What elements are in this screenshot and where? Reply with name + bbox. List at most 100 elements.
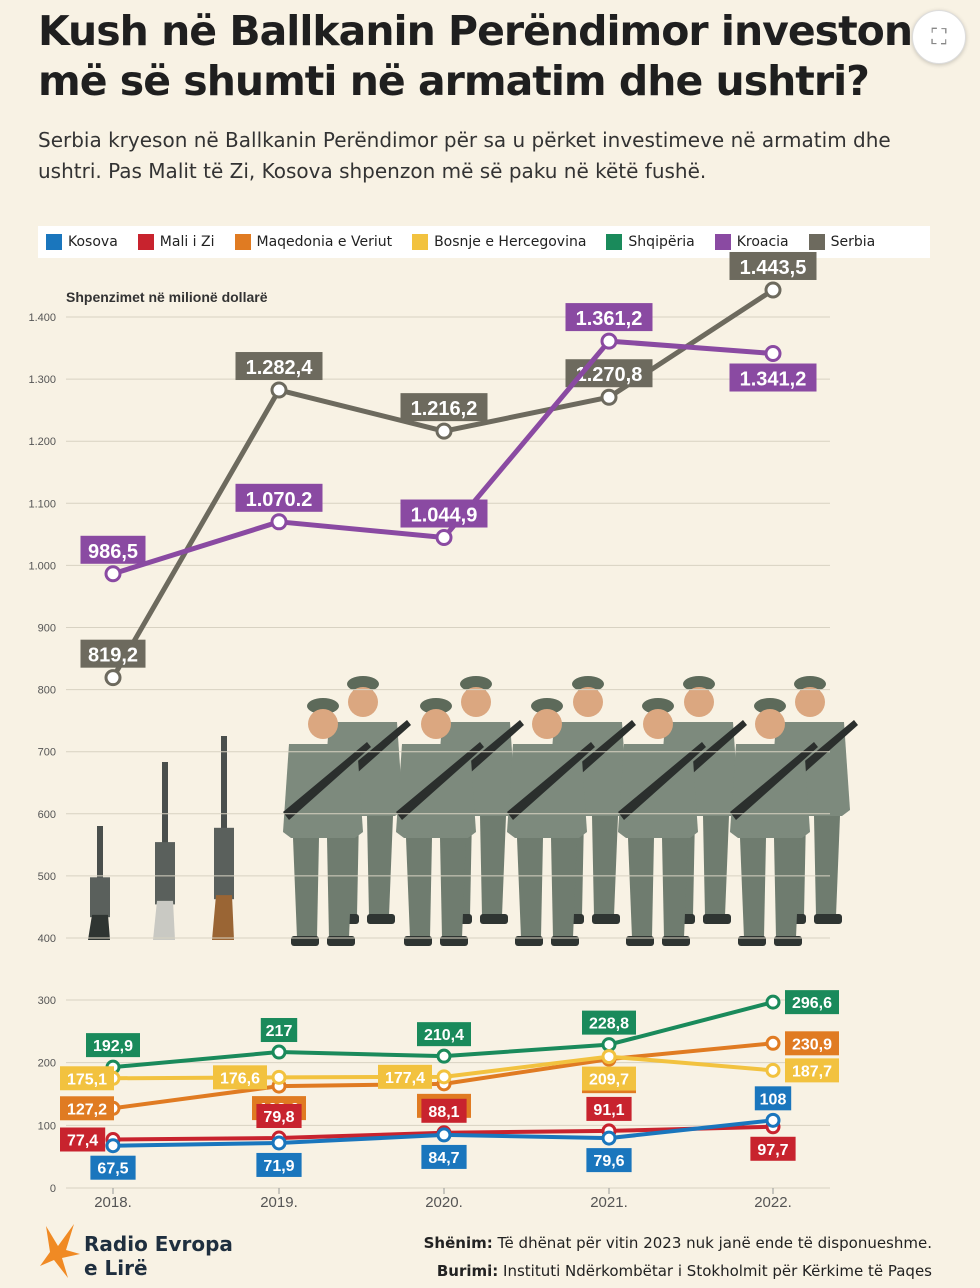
expand-button[interactable]: ⛶ bbox=[912, 10, 966, 64]
data-point-serbia bbox=[600, 388, 618, 406]
soldier-head bbox=[348, 687, 378, 717]
note-text: Të dhënat për vitin 2023 nuk janë ende t… bbox=[497, 1234, 933, 1252]
data-label-bg bbox=[80, 535, 146, 564]
data-point-shqipria bbox=[271, 1044, 287, 1060]
data-label-bg bbox=[213, 1065, 267, 1090]
legend-swatch bbox=[714, 234, 731, 250]
soldier-leg bbox=[293, 838, 319, 938]
data-label: 176,6 bbox=[220, 1070, 260, 1087]
legend-item-bosnje: Bosnje e Hercegovina bbox=[412, 234, 586, 250]
soldier-rifle bbox=[396, 742, 484, 820]
soldier-helmet bbox=[794, 676, 826, 692]
soldier-leg bbox=[592, 816, 618, 916]
soldier-helmet bbox=[572, 676, 604, 692]
expand-icon: ⛶ bbox=[931, 24, 947, 49]
soldier-head bbox=[461, 687, 491, 717]
data-label: 84,7 bbox=[428, 1150, 459, 1167]
data-label: 1.216,2 bbox=[411, 398, 478, 420]
data-label: 819,2 bbox=[88, 645, 138, 667]
soldier-helmet bbox=[307, 698, 339, 714]
rifle-stock bbox=[212, 895, 234, 940]
y-tick-label: 0 bbox=[50, 1183, 56, 1195]
y-tick-label: 1.000 bbox=[28, 560, 56, 572]
legend: Kosova Mali i Zi Maqedonia e Veriut Bosn… bbox=[38, 226, 930, 258]
soldier-rifle bbox=[507, 742, 595, 820]
data-label-bg bbox=[417, 1022, 471, 1047]
soldier-boot bbox=[814, 914, 842, 924]
data-label: 79,6 bbox=[593, 1153, 624, 1170]
legend-swatch bbox=[137, 234, 154, 250]
data-label: 1.070.2 bbox=[246, 489, 313, 511]
soldier-head bbox=[755, 709, 785, 739]
brand-line-1: Radio Evropa bbox=[84, 1232, 233, 1256]
soldier-leg bbox=[662, 838, 688, 938]
data-label-bg bbox=[421, 1144, 467, 1169]
soldier-helmet bbox=[683, 676, 715, 692]
legend-swatch bbox=[46, 234, 62, 250]
legend-swatch bbox=[234, 234, 251, 250]
note: Shënim: Të dhënat për vitin 2023 nuk jan… bbox=[424, 1234, 932, 1252]
data-label: 230,9 bbox=[792, 1036, 832, 1053]
source-label: Burimi: bbox=[436, 1262, 499, 1280]
legend-label: Maqedonia e Veriut bbox=[256, 234, 393, 250]
legend-label: Bosnje e Hercegovina bbox=[434, 234, 587, 250]
soldier-helmet bbox=[420, 698, 452, 714]
source: Burimi: Instituti Ndërkombëtar i Stokhol… bbox=[437, 1262, 932, 1280]
data-label-bg bbox=[60, 1096, 114, 1121]
soldier-rifle bbox=[283, 742, 371, 820]
data-label-bg bbox=[586, 1096, 632, 1121]
soldier-leg bbox=[814, 816, 840, 916]
soldier-boot bbox=[703, 914, 731, 924]
soldier-leg bbox=[367, 816, 393, 916]
data-label-bg bbox=[60, 1127, 106, 1152]
y-tick-label: 200 bbox=[38, 1058, 56, 1070]
data-label: 1.270,8 bbox=[576, 364, 643, 386]
rifle-figure bbox=[153, 762, 175, 940]
data-label-bg bbox=[86, 1033, 140, 1058]
data-label-bg bbox=[582, 1066, 636, 1091]
data-label-bg bbox=[729, 251, 817, 280]
soldier-helmet bbox=[460, 676, 492, 692]
soldiers-illustration bbox=[88, 676, 858, 946]
legend-item-kroacia: Kroacia bbox=[714, 234, 789, 250]
data-label-bg bbox=[80, 639, 146, 668]
soldier-helmet bbox=[642, 698, 674, 714]
soldier-helmet bbox=[531, 698, 563, 714]
legend-swatch bbox=[808, 234, 825, 250]
legend-swatch bbox=[412, 234, 429, 250]
legend-swatch bbox=[606, 234, 623, 250]
data-point-shqipria bbox=[436, 1048, 452, 1064]
data-label: 1.443,5 bbox=[740, 257, 807, 279]
data-label-bg bbox=[754, 1086, 792, 1111]
data-point-bosnje-e-hercegovina bbox=[765, 1062, 781, 1078]
soldier-leg bbox=[406, 838, 432, 938]
data-point-kroacia bbox=[435, 529, 453, 547]
subtitle: Serbia kryeson në Ballkanin Perëndimor p… bbox=[38, 128, 891, 183]
rifle-figure bbox=[88, 826, 110, 940]
data-label: 210,4 bbox=[424, 1027, 464, 1044]
legend-label: Kroacia bbox=[736, 234, 789, 250]
x-tick-label: 2019. bbox=[260, 1194, 298, 1211]
legend-item-serbia: Serbia bbox=[808, 234, 875, 250]
data-point-kosova bbox=[765, 1112, 781, 1128]
data-point-bosnje-e-hercegovina bbox=[436, 1069, 452, 1085]
soldier-boot bbox=[480, 914, 508, 924]
data-label: 209,7 bbox=[589, 1072, 629, 1089]
soldier-head bbox=[308, 709, 338, 739]
brand-name: Radio Evropa e Lirë bbox=[84, 1232, 233, 1280]
rifle-stock bbox=[88, 914, 110, 940]
data-label: 77,4 bbox=[67, 1132, 98, 1149]
data-point-serbia bbox=[270, 381, 288, 399]
rifle-figure bbox=[212, 736, 234, 940]
data-label: 986,5 bbox=[88, 541, 138, 563]
y-tick-label: 1.300 bbox=[28, 374, 56, 386]
data-label-bg bbox=[235, 352, 323, 381]
data-label: 228,8 bbox=[589, 1016, 629, 1033]
data-label-bg bbox=[256, 1103, 302, 1128]
y-tick-label: 500 bbox=[38, 871, 56, 883]
soldier-helmet bbox=[347, 676, 379, 692]
data-point-kosova bbox=[436, 1127, 452, 1143]
legend-label: Kosova bbox=[68, 234, 118, 250]
data-label-bg bbox=[260, 1018, 298, 1043]
